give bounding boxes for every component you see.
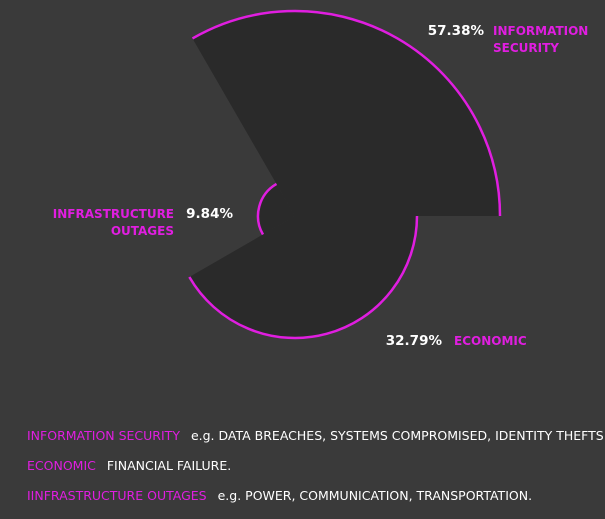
slice-arc-information-security: [191, 9, 502, 217]
slice-infrastructure-outages: [258, 183, 295, 235]
chart-labels: 57.38% INFORMATION SECURITY 32.79% ECONOMIC 9…: [53, 23, 589, 349]
chart-slices: [188, 9, 502, 340]
slice-economic: [189, 216, 417, 338]
legend-description: e.g. POWER, COMMUNICATION, TRANSPORTATIO…: [217, 488, 533, 503]
category-label-information-security: INFORMATION SECURITY: [493, 24, 588, 55]
legend-key: IINFRASTRUCTURE OUTAGES: [27, 488, 207, 503]
legend-description: FINANCIAL FAILURE.: [106, 458, 232, 473]
legend-row-economic: ECONOMIC FINANCIAL FAILURE.: [27, 458, 231, 473]
legend-row-information-security: INFORMATION SECURITY e.g. DATA BREACHES,…: [27, 428, 605, 443]
category-label-infrastructure-outages: INFRASTRUCTURE OUTAGES: [53, 207, 174, 238]
value-label-economic: 32.79%: [386, 333, 443, 349]
legend-description: e.g. DATA BREACHES, SYSTEMS COMPROMISED,…: [190, 428, 605, 443]
category-label-economic: ECONOMIC: [454, 334, 527, 348]
value-label-infrastructure-outages: 9.84%: [186, 206, 233, 222]
polar-area-chart: 57.38% INFORMATION SECURITY 32.79% ECONOMIC 9…: [53, 9, 589, 349]
legend-key: INFORMATION SECURITY: [27, 428, 180, 443]
slice-arc-economic: [188, 215, 419, 340]
legend-row-infrastructure-outages: IINFRASTRUCTURE OUTAGES e.g. POWER, COMM…: [27, 488, 532, 503]
slice-information-security: [192, 11, 500, 216]
slice-arc-infrastructure-outages: [256, 182, 278, 236]
value-label-information-security: 57.38%: [428, 23, 485, 39]
legend-key: ECONOMIC: [27, 458, 96, 473]
